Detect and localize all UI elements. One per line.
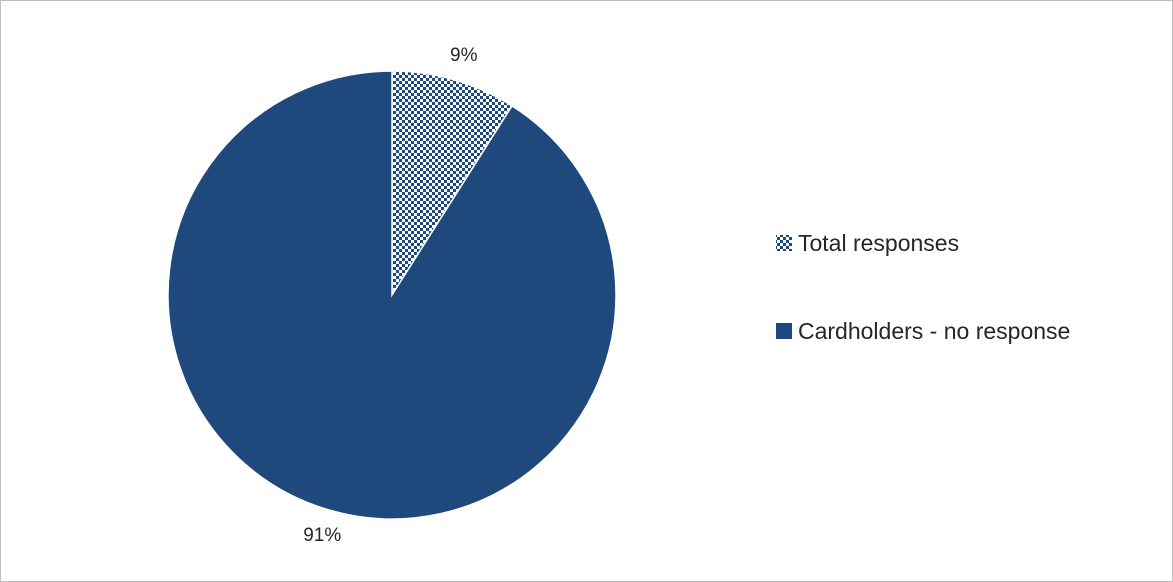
data-label-total-responses: 9% <box>450 45 478 66</box>
legend-swatch-cardholders-no-response <box>776 323 792 339</box>
pie-chart: 9% 91% <box>167 45 617 546</box>
data-label-cardholders-no-response: 91% <box>303 525 341 546</box>
chart-legend: Total responses Cardholders - no response <box>776 230 1070 344</box>
legend-swatch-total-responses <box>776 235 792 251</box>
pie-slice-total-responses <box>391 70 514 298</box>
legend-label-cardholders-no-response: Cardholders - no response <box>798 318 1070 344</box>
pie-slice-cardholders-no-response <box>167 70 617 520</box>
legend-label-total-responses: Total responses <box>798 230 959 256</box>
